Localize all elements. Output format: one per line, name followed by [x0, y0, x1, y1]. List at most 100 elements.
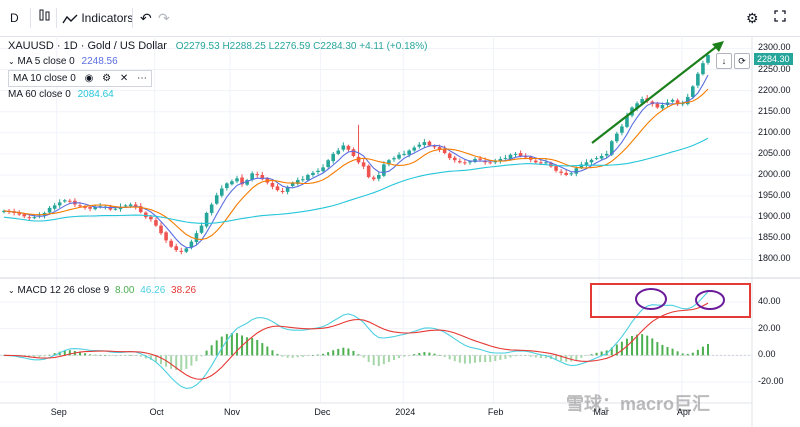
- candle-body: [417, 144, 422, 147]
- time-tick-label: Nov: [223, 407, 240, 417]
- eye-icon[interactable]: ◉: [84, 73, 94, 84]
- candle-body: [625, 115, 629, 127]
- candle-body: [62, 200, 67, 202]
- fullscreen-icon[interactable]: [774, 8, 786, 28]
- macd-histogram-bar: [504, 355, 507, 359]
- last-price-tag: 2284.30: [754, 53, 793, 65]
- candle-body: [468, 161, 472, 163]
- macd-histogram-bar: [514, 355, 517, 357]
- macd-histogram-bar: [139, 355, 142, 357]
- candle-body: [169, 240, 173, 247]
- candle-body: [113, 208, 118, 210]
- candle-body: [311, 172, 315, 175]
- gear-icon[interactable]: ⚙: [746, 10, 759, 26]
- collapse-chevron-icon[interactable]: ⌄: [8, 286, 15, 295]
- candle-body: [382, 164, 386, 176]
- macd-histogram-bar: [696, 349, 699, 356]
- candle-body: [280, 191, 285, 193]
- time-tick-label: Feb: [487, 407, 504, 417]
- macd-histogram-bar: [691, 352, 694, 356]
- candle-body: [159, 225, 163, 234]
- arrow-down-icon[interactable]: ↓: [716, 53, 732, 69]
- candle-body: [295, 180, 300, 184]
- price-tick-label: 2100.00: [758, 126, 791, 137]
- candle-body: [620, 126, 624, 133]
- candle-body: [539, 162, 543, 164]
- candle-body: [144, 212, 148, 218]
- macd-histogram-bar: [610, 347, 613, 356]
- candle-body: [154, 220, 158, 226]
- macd-histogram-bar: [154, 355, 157, 362]
- refresh-icon[interactable]: ⟳: [734, 53, 750, 69]
- ohlc-low: L2276.59: [268, 41, 311, 52]
- macd-histogram-bar: [539, 355, 542, 359]
- macd-histogram-bar: [519, 355, 522, 356]
- macd-legend[interactable]: ⌄ MACD 12 26 close 9 8.00 46.26 38.26: [8, 285, 196, 296]
- macd-histogram-bar: [681, 353, 684, 356]
- candle-body: [584, 162, 589, 166]
- interval-button[interactable]: D: [10, 11, 19, 25]
- candle-body: [255, 174, 260, 176]
- candle-body: [437, 147, 442, 150]
- candle-body: [240, 177, 244, 185]
- macd-histogram-bar: [327, 352, 330, 356]
- ma60-legend[interactable]: MA 60 close 0 2084.64: [8, 87, 114, 102]
- candle-body: [260, 174, 265, 180]
- macd-histogram-bar: [661, 344, 664, 356]
- redo-icon[interactable]: ↷: [158, 10, 170, 26]
- macd-histogram-bar: [377, 355, 380, 367]
- candle-body: [397, 154, 401, 159]
- candle-body: [179, 250, 184, 252]
- macd-histogram-bar: [235, 333, 238, 356]
- macd-histogram-bar: [276, 353, 279, 356]
- settings-icon[interactable]: ⚙: [102, 73, 112, 84]
- highlight-box: [590, 283, 751, 318]
- indicators-button[interactable]: Indicators: [62, 8, 133, 28]
- macd-histogram-bar: [175, 355, 178, 371]
- compare-icon[interactable]: [38, 8, 52, 28]
- candle-body: [554, 166, 558, 171]
- candle-body: [27, 217, 32, 219]
- macd-histogram-bar: [94, 354, 97, 356]
- candle-body: [138, 206, 143, 213]
- candle-body: [660, 104, 665, 109]
- macd-histogram-bar: [291, 355, 294, 358]
- ma10-legend[interactable]: MA 10 close 0 ◉ ⚙ ✕ ⋯: [8, 70, 153, 87]
- candle-body: [189, 241, 194, 248]
- candle-body: [442, 148, 447, 154]
- macd-histogram-bar: [195, 355, 198, 362]
- collapse-chevron-icon[interactable]: ⌄: [8, 57, 15, 66]
- candle-body: [52, 205, 57, 209]
- candle-body: [655, 103, 660, 108]
- macd-histogram-bar: [565, 355, 568, 362]
- candle-body: [285, 186, 290, 192]
- macd-histogram-bar: [600, 351, 603, 356]
- macd-histogram-bar: [256, 340, 259, 356]
- candle-body: [564, 172, 568, 175]
- macd-hist-value: 8.00: [114, 285, 135, 296]
- macd-histogram-bar: [499, 355, 502, 360]
- candle-body: [452, 157, 457, 161]
- macd-histogram-bar: [636, 334, 639, 356]
- price-tick-label: 2000.00: [758, 168, 791, 179]
- price-tick-label: 2150.00: [758, 105, 791, 116]
- price-tick-label: 2200.00: [758, 84, 791, 95]
- candle-body: [32, 217, 37, 219]
- highlight-ellipse-right: [695, 290, 725, 310]
- symbol-title[interactable]: XAUUSD · 1D · Gold / US Dollar: [8, 40, 167, 52]
- ohlc-open: O2279.53: [175, 41, 220, 52]
- ohlc-high: H2288.25: [222, 41, 266, 52]
- candle-body: [574, 168, 579, 174]
- ma5-legend[interactable]: ⌄ MA 5 close 0 2248.56: [8, 54, 118, 69]
- undo-icon[interactable]: ↶: [140, 10, 152, 26]
- more-icon[interactable]: ⋯: [137, 73, 148, 84]
- candle-body: [57, 202, 62, 206]
- macd-histogram-bar: [170, 355, 173, 369]
- macd-histogram-bar: [129, 355, 132, 356]
- close-icon[interactable]: ✕: [119, 73, 129, 84]
- macd-histogram-bar: [413, 354, 416, 356]
- candle-body: [209, 204, 214, 213]
- macd-histogram-bar: [68, 350, 71, 356]
- time-tick-label: Sep: [50, 407, 67, 417]
